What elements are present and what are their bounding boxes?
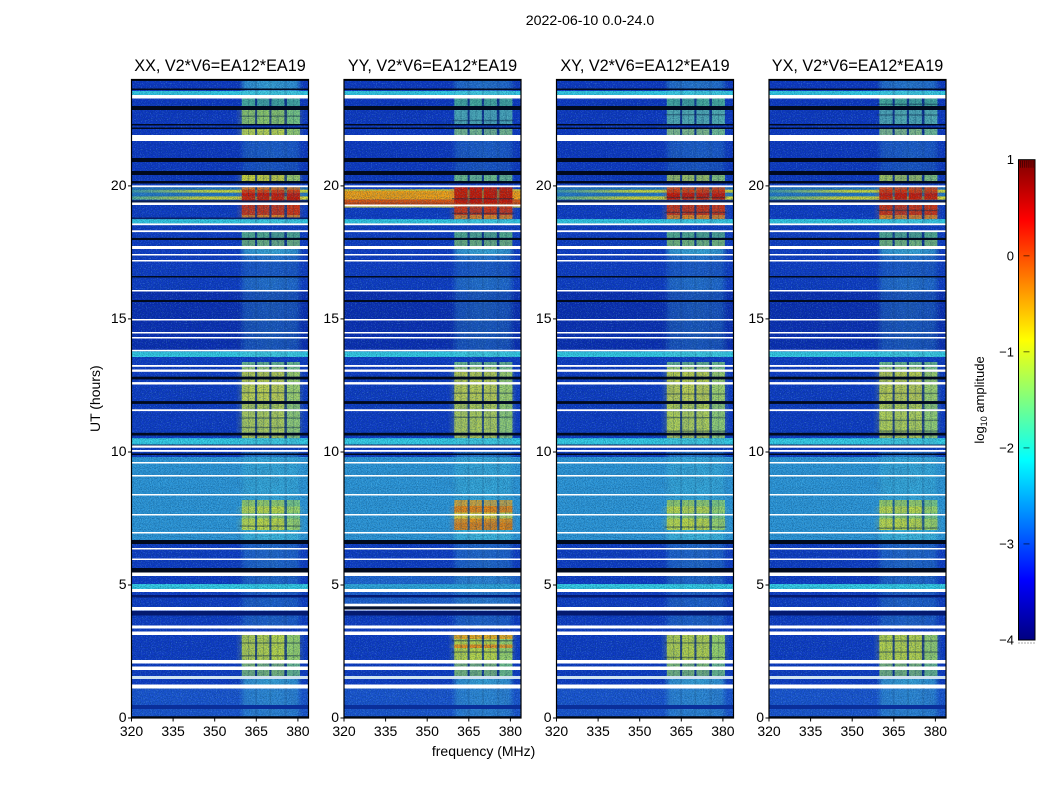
svg-text:320: 320: [120, 723, 144, 739]
svg-text:365: 365: [245, 723, 269, 739]
svg-text:320: 320: [545, 723, 569, 739]
svg-text:−4: −4: [999, 633, 1014, 648]
svg-text:380: 380: [711, 723, 735, 739]
svg-text:frequency (MHz): frequency (MHz): [432, 743, 535, 759]
svg-text:350: 350: [841, 723, 865, 739]
svg-text:20: 20: [111, 177, 127, 193]
svg-text:2022-06-10 0.0-24.0: 2022-06-10 0.0-24.0: [526, 13, 655, 29]
svg-text:10: 10: [111, 443, 127, 459]
svg-text:335: 335: [374, 723, 398, 739]
svg-text:−3: −3: [999, 536, 1014, 551]
svg-text:320: 320: [757, 723, 781, 739]
svg-text:YX, V2*V6=EA12*EA19: YX, V2*V6=EA12*EA19: [772, 57, 943, 75]
svg-text:−1: −1: [999, 344, 1014, 359]
svg-text:15: 15: [536, 310, 552, 326]
svg-text:350: 350: [416, 723, 440, 739]
svg-text:20: 20: [748, 177, 764, 193]
svg-text:10: 10: [748, 443, 764, 459]
svg-text:380: 380: [286, 723, 310, 739]
svg-text:20: 20: [323, 177, 339, 193]
svg-text:335: 335: [161, 723, 185, 739]
svg-text:365: 365: [457, 723, 481, 739]
svg-text:1: 1: [1007, 152, 1014, 167]
svg-text:350: 350: [628, 723, 652, 739]
svg-text:UT (hours): UT (hours): [87, 365, 103, 432]
svg-text:20: 20: [536, 177, 552, 193]
svg-text:−2: −2: [999, 440, 1014, 455]
svg-text:log10 amplitude: log10 amplitude: [972, 356, 989, 443]
svg-text:0: 0: [1007, 248, 1014, 263]
svg-text:365: 365: [882, 723, 906, 739]
svg-text:5: 5: [331, 576, 339, 592]
svg-text:0: 0: [544, 709, 552, 725]
svg-text:0: 0: [119, 709, 127, 725]
svg-text:335: 335: [799, 723, 823, 739]
svg-text:320: 320: [332, 723, 356, 739]
svg-text:XY, V2*V6=EA12*EA19: XY, V2*V6=EA12*EA19: [560, 57, 729, 75]
svg-text:5: 5: [119, 576, 127, 592]
svg-text:15: 15: [111, 310, 127, 326]
svg-text:10: 10: [536, 443, 552, 459]
svg-text:15: 15: [748, 310, 764, 326]
svg-text:5: 5: [756, 576, 764, 592]
svg-text:15: 15: [323, 310, 339, 326]
svg-text:YY, V2*V6=EA12*EA19: YY, V2*V6=EA12*EA19: [348, 57, 517, 75]
svg-text:10: 10: [323, 443, 339, 459]
svg-text:0: 0: [331, 709, 339, 725]
svg-text:380: 380: [499, 723, 523, 739]
svg-text:0: 0: [756, 709, 764, 725]
svg-text:350: 350: [203, 723, 227, 739]
svg-text:380: 380: [924, 723, 948, 739]
svg-text:335: 335: [586, 723, 610, 739]
svg-text:365: 365: [670, 723, 694, 739]
svg-text:5: 5: [544, 576, 552, 592]
svg-text:XX, V2*V6=EA12*EA19: XX, V2*V6=EA12*EA19: [134, 57, 305, 75]
